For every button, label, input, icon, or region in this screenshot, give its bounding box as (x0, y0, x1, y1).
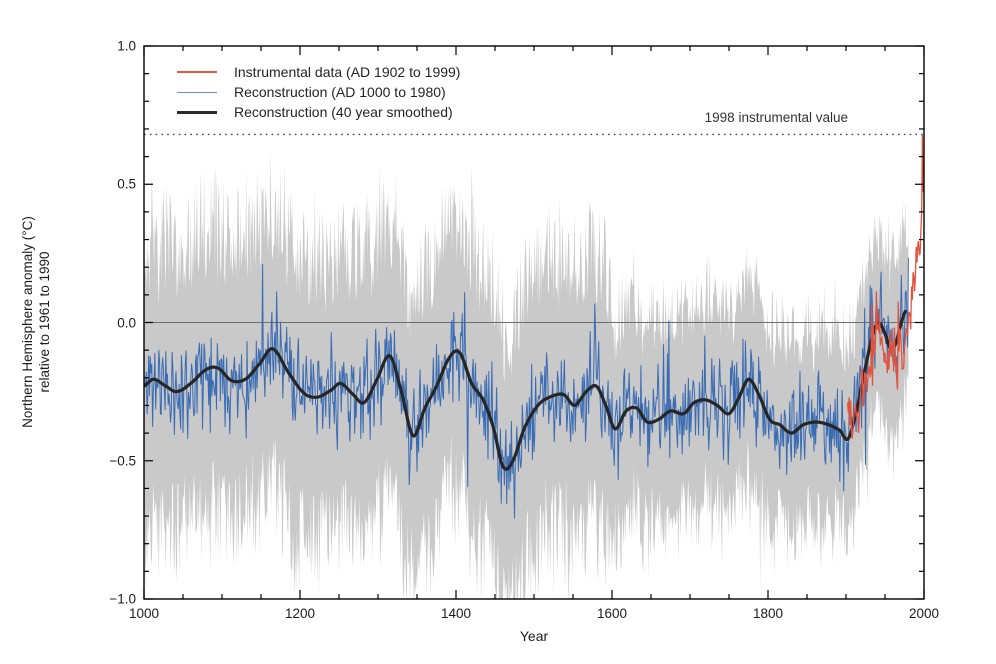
y-axis-title: Northern Hemisphere anomaly (°C) relativ… (19, 216, 53, 428)
legend: Instrumental data (AD 1902 to 1999) Reco… (177, 62, 460, 122)
legend-label-instrumental: Instrumental data (AD 1902 to 1999) (234, 64, 461, 80)
instrumental-line (846, 134, 924, 439)
legend-label-reconstruction: Reconstruction (AD 1000 to 1980) (234, 84, 446, 100)
legend-row-reconstruction: Reconstruction (AD 1000 to 1980) (177, 82, 460, 102)
legend-line-smoothed-icon (177, 110, 217, 114)
legend-label-smoothed: Reconstruction (40 year smoothed) (234, 104, 453, 120)
y-axis-title-line1: Northern Hemisphere anomaly (°C) (20, 216, 35, 428)
x-tick-label: 1800 (752, 606, 784, 621)
x-tick-label: 1200 (284, 606, 316, 621)
x-tick-label: 1600 (596, 606, 628, 621)
x-tick-label: 2000 (908, 606, 940, 621)
y-axis-title-line2: relative to 1961 to 1990 (37, 251, 52, 393)
y-tick-label: 0.0 (117, 315, 136, 330)
y-tick-label: −0.5 (109, 453, 136, 469)
legend-line-reconstruction-icon (177, 91, 217, 93)
annotation-1998-instrumental: 1998 instrumental value (704, 110, 848, 125)
x-tick-label: 1400 (440, 606, 472, 621)
plot-frame (143, 45, 925, 600)
uncertainty-band (144, 151, 909, 599)
x-tick-label: 1000 (128, 606, 160, 621)
legend-row-smoothed: Reconstruction (40 year smoothed) (177, 102, 460, 122)
smoothed-reconstruction-line (144, 309, 907, 471)
annual-reconstruction-line (144, 257, 909, 519)
y-tick-label: 1.0 (117, 38, 136, 54)
axis-ticks (143, 45, 925, 600)
legend-line-instrumental-icon (177, 71, 217, 73)
x-axis-title: Year (519, 628, 549, 644)
y-tick-label: −1.0 (109, 591, 136, 607)
y-tick-label: 0.5 (117, 176, 136, 192)
legend-row-instrumental: Instrumental data (AD 1902 to 1999) (177, 62, 460, 82)
